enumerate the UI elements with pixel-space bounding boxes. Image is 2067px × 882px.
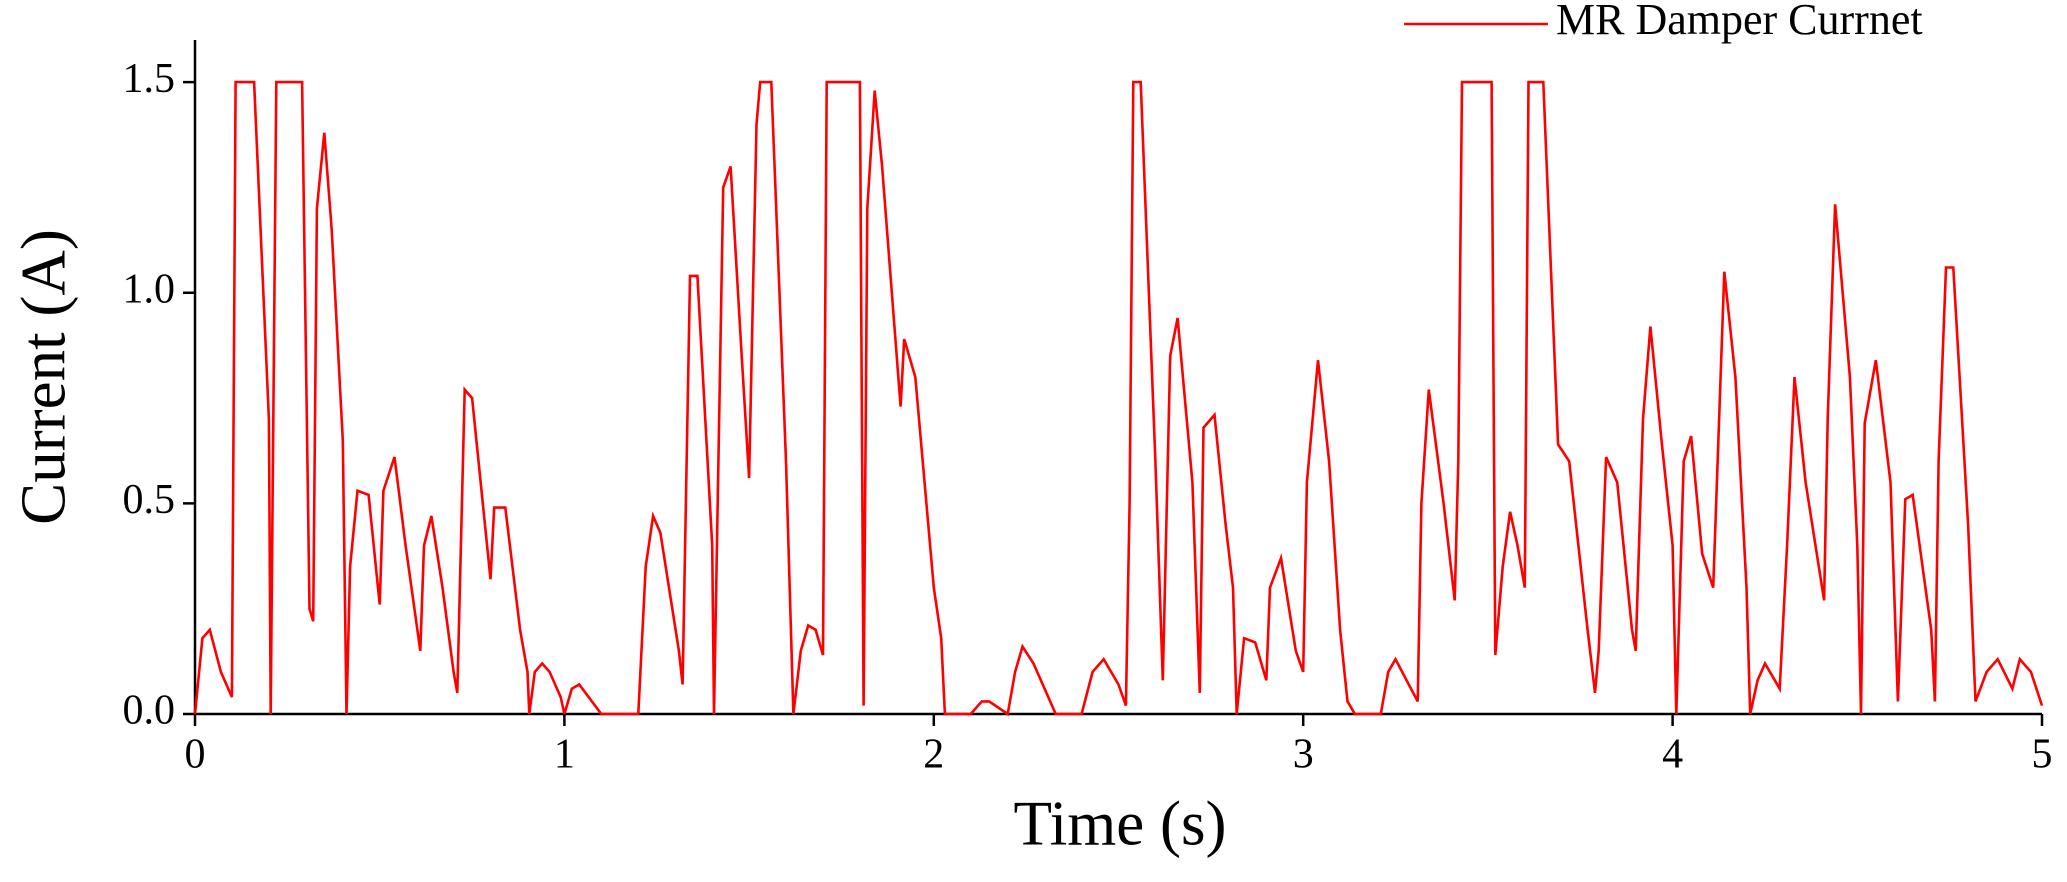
x-tick-label: 0 <box>185 732 206 778</box>
data-line <box>193 80 2044 717</box>
y-tick-label: 0.0 <box>123 688 176 734</box>
x-tick-label: 3 <box>1293 732 1314 778</box>
x-tick-label: 5 <box>2032 732 2053 778</box>
y-tick-label: 0.5 <box>123 477 176 523</box>
y-tick-label: 1.0 <box>123 266 176 312</box>
x-tick-label: 4 <box>1662 732 1683 778</box>
y-tick-label: 1.5 <box>123 56 176 102</box>
legend-label: MR Damper Currnet <box>1556 0 1923 44</box>
x-tick-label: 2 <box>923 732 944 778</box>
y-axis-title: Current (A) <box>8 229 78 525</box>
x-tick-label: 1 <box>554 732 575 778</box>
x-axis-title: Time (s) <box>1014 788 1227 858</box>
